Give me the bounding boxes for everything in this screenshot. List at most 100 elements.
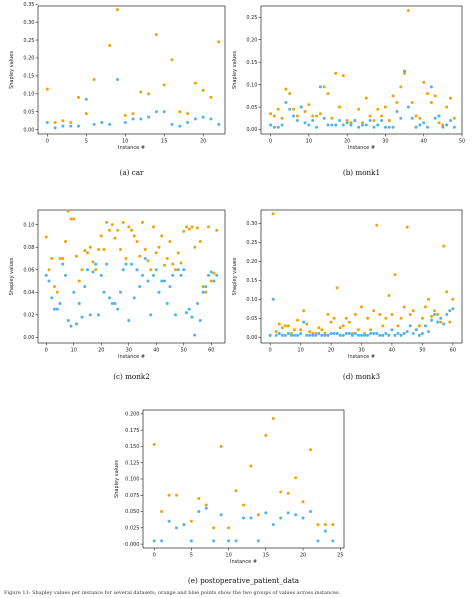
data-point-orange	[317, 326, 321, 330]
data-point-orange	[294, 476, 298, 480]
data-point-orange	[176, 251, 180, 255]
data-point-orange	[302, 309, 306, 313]
data-point-orange	[141, 220, 144, 224]
data-point-orange	[212, 526, 216, 530]
data-point-orange	[309, 448, 312, 452]
y-tick-label: 0.10	[23, 222, 34, 228]
data-point-orange	[280, 326, 284, 330]
subplot-car: 0 5 10 15 20 0.00 0.05 0.10 0.15 0.20 0.25 0.30 0.35…	[9, 2, 226, 177]
data-point-orange	[45, 87, 49, 91]
data-point-blue	[364, 123, 368, 127]
data-point-blue	[215, 273, 219, 277]
data-point-orange	[178, 110, 182, 114]
data-point-orange	[430, 314, 434, 318]
x-axis-label: Instance #	[348, 354, 375, 360]
data-point-orange	[86, 251, 89, 255]
data-point-orange	[152, 225, 155, 229]
data-point-blue	[53, 307, 56, 311]
data-point-blue	[417, 333, 421, 337]
data-point-orange	[269, 112, 273, 116]
data-point-orange	[204, 290, 208, 294]
data-point-orange	[316, 523, 320, 527]
data-point-orange	[445, 105, 449, 109]
data-point-blue	[160, 539, 164, 543]
data-point-orange	[338, 326, 342, 330]
x-axis-label: Instance #	[348, 145, 375, 151]
data-point-orange	[69, 121, 73, 125]
data-point-orange	[396, 324, 400, 328]
x-tick-label: 10	[225, 553, 231, 559]
data-point-orange	[330, 116, 334, 120]
data-point-blue	[113, 302, 117, 306]
data-point-orange	[189, 519, 193, 523]
data-point-orange	[58, 256, 62, 260]
data-point-blue	[92, 122, 96, 126]
data-point-blue	[357, 125, 361, 129]
y-tick-label: 0.08	[23, 245, 34, 251]
data-point-blue	[330, 123, 334, 127]
data-point-blue	[271, 523, 275, 527]
data-point-orange	[201, 88, 205, 92]
data-point-blue	[108, 296, 111, 300]
data-point-orange	[160, 234, 164, 238]
data-point-blue	[375, 332, 379, 335]
data-point-orange	[295, 114, 299, 118]
data-point-blue	[341, 123, 345, 127]
data-point-blue	[380, 119, 384, 123]
data-point-blue	[441, 125, 445, 129]
data-point-orange	[64, 240, 67, 244]
axes-frame	[260, 5, 463, 135]
data-point-blue	[209, 270, 213, 274]
data-point-orange	[451, 297, 455, 301]
x-tick-label: 20	[98, 348, 104, 354]
data-point-orange	[308, 330, 312, 334]
data-point-blue	[249, 516, 253, 520]
data-point-blue	[311, 119, 315, 123]
data-point-orange	[53, 121, 57, 125]
data-point-blue	[449, 119, 453, 123]
data-point-orange	[152, 443, 156, 446]
x-tick-label: 30	[382, 139, 388, 145]
data-point-orange	[387, 119, 391, 123]
data-point-orange	[307, 103, 311, 107]
data-point-blue	[296, 333, 300, 337]
data-point-blue	[75, 322, 78, 326]
data-point-orange	[135, 240, 139, 244]
y-tick-label: 0.10	[23, 92, 34, 98]
x-tick-label: 50	[181, 348, 187, 354]
data-point-orange	[303, 110, 307, 114]
data-point-orange	[395, 101, 399, 105]
x-tick-label: 10	[297, 348, 303, 354]
data-point-blue	[131, 117, 135, 121]
data-point-blue	[286, 332, 290, 335]
data-point-orange	[375, 223, 379, 227]
data-point-blue	[182, 523, 186, 527]
data-point-orange	[69, 217, 73, 221]
data-point-blue	[335, 332, 339, 335]
data-point-blue	[189, 539, 193, 543]
data-point-blue	[344, 332, 348, 335]
data-point-orange	[347, 320, 351, 324]
data-point-orange	[77, 95, 81, 99]
y-tick-label: 0.25	[23, 38, 34, 44]
data-point-orange	[234, 489, 238, 493]
x-tick-label: 5	[190, 553, 193, 559]
x-tick-label: 20	[344, 139, 350, 145]
data-point-blue	[410, 116, 414, 120]
data-point-orange	[124, 256, 128, 260]
data-point-orange	[154, 33, 158, 37]
data-point-blue	[212, 279, 216, 283]
data-point-orange	[277, 322, 281, 326]
data-point-orange	[341, 324, 345, 328]
data-point-orange	[448, 320, 452, 324]
data-point-orange	[299, 328, 303, 332]
data-point-blue	[162, 110, 166, 114]
y-tick-label: 0.150	[125, 444, 139, 450]
data-point-orange	[296, 318, 300, 322]
data-point-orange	[160, 510, 164, 514]
x-tick-label: 0	[269, 139, 272, 145]
data-point-blue	[175, 526, 178, 530]
data-point-blue	[99, 273, 103, 277]
data-point-orange	[390, 313, 394, 316]
